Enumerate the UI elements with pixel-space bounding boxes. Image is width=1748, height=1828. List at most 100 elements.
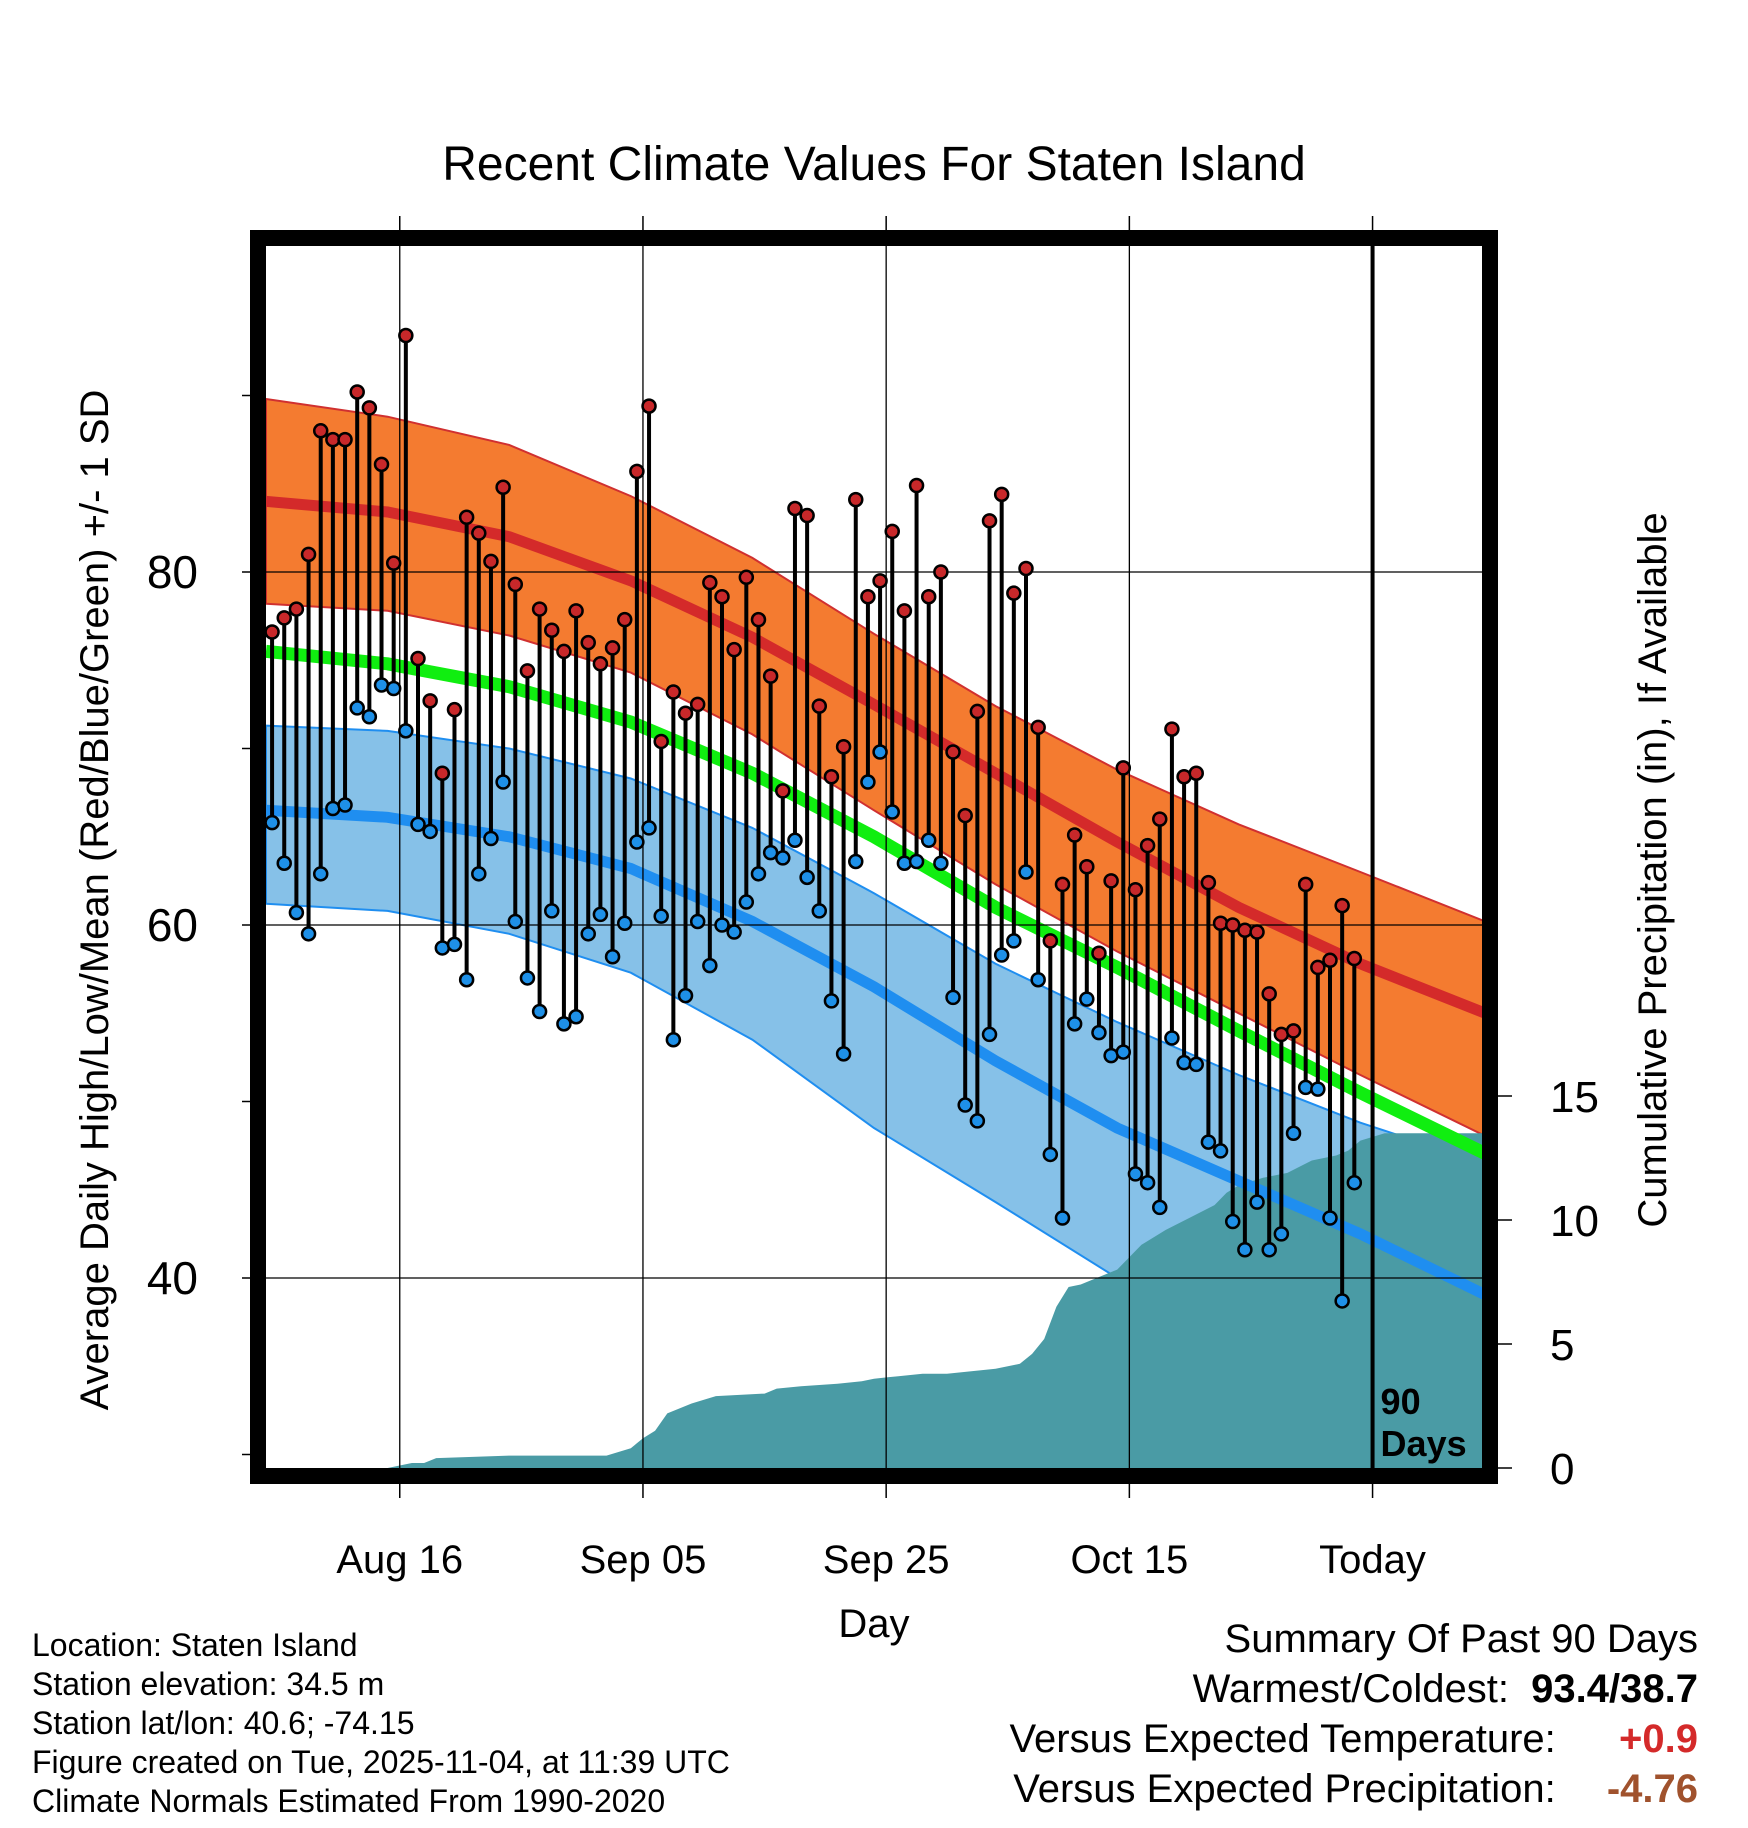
daily-high-point [629, 463, 645, 480]
daily-high-point [1091, 945, 1107, 961]
low-normal-line [266, 804, 1482, 1300]
daily-high-point [1115, 760, 1132, 776]
daily-low-point [799, 869, 815, 886]
daily-high-point [531, 601, 548, 617]
daily-high-point [1249, 924, 1265, 940]
daily-low-point [823, 993, 840, 1009]
daily-high-point [1346, 950, 1363, 967]
daily-low-point [1030, 971, 1046, 988]
normals-text: Climate Normals Estimated From 1990-2020 [32, 1783, 666, 1819]
daily-high-point [592, 656, 609, 672]
daily-high-point [568, 603, 584, 619]
daily-low-point [945, 989, 961, 1006]
daily-low-point [398, 723, 414, 739]
precip-diff-label: Versus Expected Precipitation: [1013, 1767, 1556, 1811]
x-tick-label: Sep 05 [580, 1538, 707, 1582]
y2-tick-label: 15 [1550, 1073, 1599, 1122]
daily-high-point [276, 610, 292, 626]
daily-high-point [312, 423, 329, 439]
temp-diff-label: Versus Expected Temperature: [1009, 1717, 1556, 1761]
daily-high-point [385, 555, 402, 571]
high-normal-line [266, 495, 1482, 1018]
daily-high-point [483, 553, 499, 570]
daily-high-point [1261, 986, 1277, 1002]
daily-low-point [531, 1003, 548, 1020]
daily-high-point [410, 650, 426, 667]
daily-high-point [848, 491, 864, 508]
daily-high-point [1200, 874, 1217, 891]
daily-high-point [1310, 959, 1326, 976]
precip-diff-value: -4.76 [1606, 1767, 1698, 1811]
daily-high-point [349, 384, 365, 400]
daily-high-point [714, 588, 730, 605]
summary-panel: Summary Of Past 90 Days Warmest/Coldest:… [1010, 1614, 1698, 1814]
warmest-coldest-value: 93.4/38.7 [1531, 1667, 1698, 1711]
daily-low-point [933, 855, 949, 871]
daily-low-point [1249, 1194, 1265, 1210]
daily-low-point [653, 908, 669, 924]
daily-high-point [993, 486, 1010, 503]
x-tick-label: Aug 16 [336, 1538, 463, 1582]
summary-title: Summary Of Past 90 Days [1224, 1617, 1698, 1661]
daily-low-point [1115, 1044, 1132, 1060]
created-text: Figure created on Tue, 2025-11-04, at 11… [32, 1744, 730, 1780]
daily-high-point [495, 479, 511, 496]
daily-high-point [1237, 922, 1253, 939]
daily-high-point [1152, 811, 1168, 827]
high-sd-band [266, 397, 1482, 1136]
daily-low-point [848, 853, 864, 870]
daily-low-point [604, 949, 621, 965]
daily-high-point [1285, 1023, 1302, 1039]
daily-low-point [1237, 1242, 1253, 1258]
daily-low-point [750, 866, 767, 882]
daily-low-point [726, 924, 742, 940]
elevation-text: Station elevation: 34.5 m [32, 1666, 385, 1702]
daily-low-point [1018, 864, 1034, 880]
daily-high-point [1006, 585, 1022, 601]
station-info: Location: Staten Island Station elevatio… [32, 1626, 730, 1821]
daily-high-point [1030, 719, 1046, 736]
daily-low-point [1322, 1210, 1338, 1226]
daily-high-point [471, 525, 487, 541]
daily-low-point [641, 820, 657, 836]
daily-low-point [920, 832, 937, 849]
daily-low-point [969, 1113, 986, 1129]
daily-high-point [616, 611, 633, 628]
daily-low-point [787, 832, 803, 849]
daily-high-point [799, 507, 815, 524]
daily-low-point [775, 850, 791, 866]
y2-tick-label: 5 [1550, 1321, 1574, 1370]
daily-high-point [726, 641, 742, 658]
daily-high-point [933, 564, 949, 580]
daily-low-point [1091, 1024, 1107, 1041]
daily-low-point [1273, 1226, 1290, 1242]
daily-high-point [969, 703, 986, 720]
daily-low-point [665, 1031, 682, 1048]
daily-high-point [422, 693, 438, 709]
daily-low-point [1200, 1134, 1217, 1150]
y-tick-label: 60 [147, 899, 198, 951]
daily-low-point [1127, 1166, 1144, 1182]
daily-high-point [1139, 837, 1156, 854]
daily-low-point [1212, 1143, 1229, 1159]
daily-low-point [556, 1016, 572, 1032]
daily-high-point [556, 643, 572, 660]
x-tick-label: Oct 15 [1070, 1538, 1188, 1582]
mean-normal-line [266, 644, 1482, 1160]
daily-high-point [920, 588, 937, 605]
daily-high-point [762, 668, 779, 684]
daily-high-point [823, 768, 840, 785]
daily-high-point [1054, 876, 1071, 893]
y-tick-label: 40 [147, 1252, 198, 1304]
y2-tick-label: 0 [1550, 1445, 1574, 1494]
daily-high-point [1042, 933, 1059, 949]
daily-low-point [616, 915, 633, 931]
temp-diff-row: Versus Expected Temperature: +0.9 [1010, 1714, 1698, 1764]
daily-high-point [519, 663, 536, 679]
daily-high-point [1224, 917, 1241, 933]
daily-low-point [276, 855, 292, 871]
daily-low-point [495, 774, 511, 790]
y-tick-label: 80 [147, 546, 198, 598]
daily-low-point [1139, 1174, 1156, 1191]
